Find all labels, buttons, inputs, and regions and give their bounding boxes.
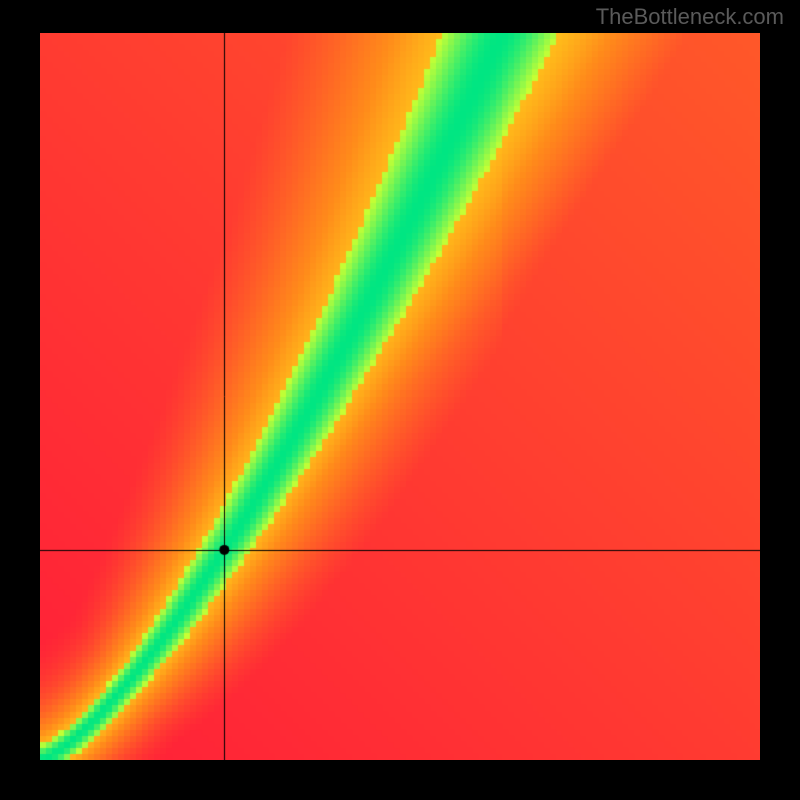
- chart-container: TheBottleneck.com: [0, 0, 800, 800]
- bottleneck-heatmap: [40, 33, 760, 760]
- attribution-text: TheBottleneck.com: [596, 4, 784, 30]
